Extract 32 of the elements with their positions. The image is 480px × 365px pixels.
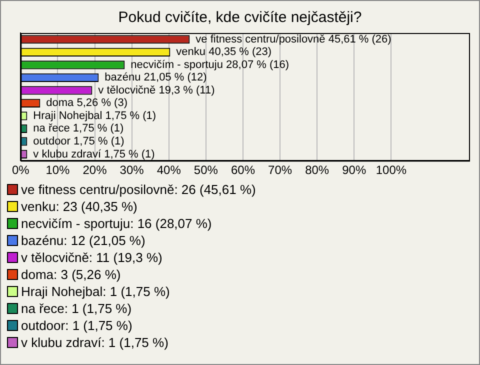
text: bazénu: 12 (21,05 %) [20,232,146,249]
x-tick-label: 70% [268,163,292,178]
text: Hraji Nohejbal: 1 (1,75 %) [20,283,171,300]
data-label: doma 5,26 % (3) [46,97,128,110]
data-label: Hraji Nohejbal 1,75 % (1) [33,110,156,122]
data-label: necvičím - sportuju 28,07 % (16) [130,58,290,71]
data-label: ve fitness centru/posilovně 45,61 % (26) [196,33,392,46]
x-tick-label: 10% [46,163,70,178]
x-tick-label: 60% [230,163,256,178]
x-tick-label: 80% [305,163,330,178]
data-label: venku 40,35 % (23) [176,46,272,58]
data-label: outdoor 1,75 % (1) [33,135,124,148]
x-tick-label: 50% [194,163,218,178]
text: v tělocvičně: 11 (19,3 %) [20,249,164,266]
data-label: na řece 1,75 % (1) [33,122,124,135]
x-tick-label: 40% [156,163,182,178]
text: necvičím - sportuju: 16 (28,07 %) [20,215,213,232]
x-tick-label: 20% [82,163,108,178]
text: v klubu zdraví: 1 (1,75 %) [20,334,170,351]
text: na řece: 1 (1,75 %) [20,300,133,317]
text: doma: 3 (5,26 %) [20,266,122,283]
data-label: v klubu zdraví 1,75 % (1) [33,148,155,160]
x-tick-label: 30% [120,163,144,178]
data-label: v tělocvičně 19,3 % (11) [98,84,215,96]
x-tick-label: 90% [342,163,366,178]
text: venku: 23 (40,35 %) [20,198,138,215]
text: outdoor: 1 (1,75 %) [20,317,134,334]
x-tick-label: 0% [12,163,30,178]
chart-title: Pokud cvičíte, kde cvičíte nejčastěji? [117,9,363,26]
text: ve fitness centru/posilovně: 26 (45,61 %) [20,181,256,198]
data-label: bazénu 21,05 % (12) [104,72,207,84]
x-tick-label: 100% [376,163,407,178]
